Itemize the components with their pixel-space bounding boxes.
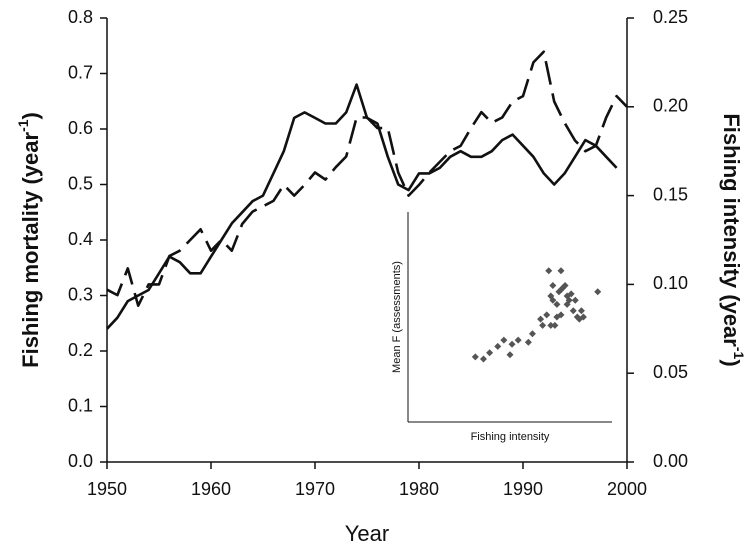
scatter-point xyxy=(486,349,494,357)
y-tick-label: 0.1 xyxy=(68,395,93,415)
y2-label-text: Fishing intensity (year xyxy=(719,113,744,347)
scatter-point xyxy=(508,340,516,348)
scatter-point xyxy=(579,313,587,321)
y2-tick-label: 0.00 xyxy=(653,451,688,471)
scatter-point xyxy=(565,296,573,304)
scatter-point xyxy=(557,267,565,275)
scatter-point xyxy=(557,311,565,319)
y-tick-label: 0.6 xyxy=(68,118,93,138)
scatter-point xyxy=(567,290,575,298)
x-tick-label: 1990 xyxy=(503,479,543,499)
y-tick-label: 0.8 xyxy=(68,7,93,27)
y2-tick-label: 0.05 xyxy=(653,362,688,382)
scatter-point xyxy=(549,296,557,304)
scatter-point xyxy=(569,307,577,315)
scatter-point xyxy=(561,282,569,289)
y-tick-label: 0.4 xyxy=(68,229,93,249)
scatter-point xyxy=(524,338,532,346)
scatter-point xyxy=(506,351,514,359)
inset-x-label: Fishing intensity xyxy=(471,431,550,443)
y-tick-label: 0.0 xyxy=(68,451,93,471)
y-tick-label: 0.7 xyxy=(68,62,93,82)
x-tick-label: 1960 xyxy=(191,479,231,499)
scatter-point xyxy=(494,342,502,350)
scatter-point xyxy=(537,315,545,323)
y2-tick-label: 0.10 xyxy=(653,273,688,293)
scatter-point xyxy=(500,336,508,344)
scatter-point xyxy=(539,321,547,329)
y-label-text: Fishing mortality (year xyxy=(18,131,43,367)
scatter-point xyxy=(594,288,602,296)
y-axis-label: Fishing mortality (year-1) xyxy=(15,112,43,368)
scatter-point xyxy=(551,321,559,329)
scatter-point xyxy=(528,330,536,338)
y2-label-sup: -1 xyxy=(731,347,747,360)
scatter-point xyxy=(545,267,553,275)
x-tick-label: 2000 xyxy=(607,479,647,499)
scatter-point xyxy=(571,296,579,304)
scatter-point xyxy=(553,300,561,308)
scatter-point xyxy=(471,353,479,361)
scatter-point xyxy=(547,321,555,329)
x-tick-label: 1970 xyxy=(295,479,335,499)
y2-tick-label: 0.15 xyxy=(653,184,688,204)
line-series xyxy=(106,50,628,307)
inset-y-label: Mean F (assessments) xyxy=(391,261,403,373)
y2-tick-label: 0.20 xyxy=(653,96,688,116)
y2-label-close: ) xyxy=(719,359,744,366)
y-tick-label: 0.2 xyxy=(68,340,93,360)
y-label-close: ) xyxy=(18,112,43,119)
scatter-point xyxy=(549,282,557,289)
y2-axis-label: Fishing intensity (year-1) xyxy=(719,113,747,366)
line-series xyxy=(106,83,618,330)
y-label-sup: -1 xyxy=(15,119,31,132)
x-tick-label: 1950 xyxy=(87,479,127,499)
y-tick-label: 0.3 xyxy=(68,284,93,304)
x-tick-label: 1980 xyxy=(399,479,439,499)
scatter-point xyxy=(543,311,551,319)
y2-tick-label: 0.25 xyxy=(653,7,688,27)
scatter-point xyxy=(577,307,585,315)
x-axis-label: Year xyxy=(345,521,389,546)
scatter-point xyxy=(514,336,522,344)
scatter-point xyxy=(479,355,487,363)
y-tick-label: 0.5 xyxy=(68,173,93,193)
